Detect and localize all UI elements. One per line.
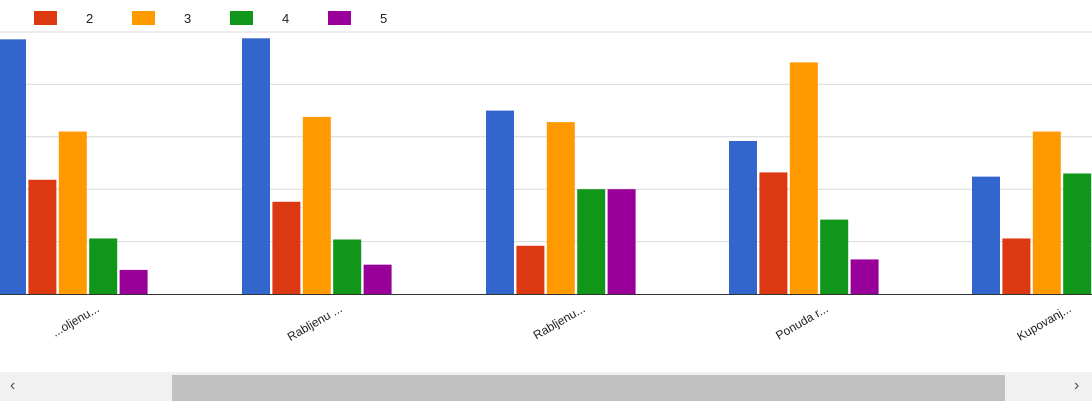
scroll-left-button[interactable]: ‹ <box>0 372 36 401</box>
bar-series-1-cat-1 <box>0 39 26 294</box>
bar-series-3-cat-3 <box>546 122 575 295</box>
bar-series-4-cat-3 <box>577 189 606 294</box>
horizontal-scrollbar[interactable]: ‹ › <box>0 372 1092 401</box>
bar-series-2-cat-5 <box>1002 238 1031 294</box>
bar-series-3-cat-2 <box>302 116 331 294</box>
bar-series-2-cat-3 <box>516 245 545 294</box>
bar-series-5-cat-2 <box>363 264 392 294</box>
x-tick-label: ...oljenu... <box>49 301 101 339</box>
bar-series-1-cat-2 <box>242 38 270 295</box>
bar-series-3-cat-1 <box>58 131 87 294</box>
legend-swatch-3 <box>132 11 155 25</box>
bar-series-4-cat-5 <box>1063 173 1092 294</box>
legend-swatch-2 <box>34 11 57 25</box>
legend-swatch-5 <box>328 11 351 25</box>
chevron-right-icon: › <box>1074 377 1080 394</box>
bar-series-4-cat-1 <box>89 238 118 294</box>
bar-series-2-cat-2 <box>272 201 301 294</box>
x-tick-label: Rabljenu ... <box>285 301 345 343</box>
chevron-left-icon: ‹ <box>10 377 16 394</box>
x-tick-label: Rabljenu... <box>531 301 588 342</box>
legend-label-3: 3 <box>184 11 191 26</box>
bar-series-2-cat-1 <box>28 179 57 294</box>
bar-series-1-cat-3 <box>486 110 514 294</box>
legend-swatch-4 <box>230 11 253 25</box>
bar-series-1-cat-4 <box>729 140 757 294</box>
x-tick-label: Ponuda r... <box>773 301 830 342</box>
legend-label-4: 4 <box>282 11 289 26</box>
bar-series-5-cat-1 <box>119 269 148 294</box>
bar-series-5-cat-4 <box>850 259 879 294</box>
bar-series-1-cat-5 <box>972 176 1000 294</box>
bar-series-5-cat-3 <box>607 189 636 294</box>
bar-series-4-cat-2 <box>333 239 362 294</box>
bar-series-3-cat-4 <box>789 62 818 294</box>
legend-label-5: 5 <box>380 11 387 26</box>
scroll-right-button[interactable]: › <box>1056 372 1092 401</box>
bar-chart: ...oljenu... Rabljenu ... Rabljenu... Ponud… <box>0 11 1092 344</box>
bar-series-4-cat-4 <box>820 219 849 294</box>
bar-series-3-cat-5 <box>1032 131 1061 294</box>
x-tick-label: Kupovanj... <box>1014 301 1073 343</box>
bar-series-2-cat-4 <box>759 172 788 294</box>
chart-area: ...oljenu... Rabljenu ... Rabljenu... Ponud… <box>0 11 1092 344</box>
legend-label-2: 2 <box>86 11 93 26</box>
scroll-thumb[interactable] <box>172 375 1005 401</box>
